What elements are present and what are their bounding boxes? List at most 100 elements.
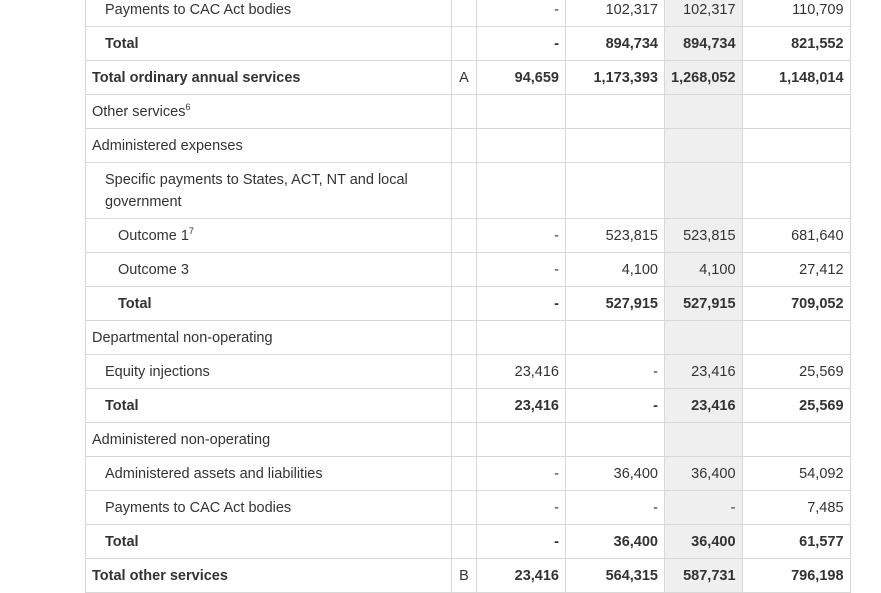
- value-cell-c2: -: [476, 286, 566, 321]
- row-label: Outcome 3: [118, 261, 189, 278]
- table-row: Total -527,915 527,915 709,052: [85, 286, 851, 321]
- note-cell: [451, 320, 477, 355]
- value-cell-c4: 102,317: [664, 0, 743, 27]
- note-cell: B: [451, 558, 477, 593]
- value-cell-c5: 7,485: [741, 490, 851, 525]
- value-cell-c2: [476, 162, 566, 219]
- note-cell: [451, 490, 477, 525]
- footnote-marker: 6: [185, 101, 191, 112]
- row-label-cell: Total: [85, 388, 452, 423]
- row-label-cell: Administered non-operating: [85, 422, 452, 457]
- row-label-cell: Departmental non-operating: [85, 320, 452, 355]
- value-cell-c4: [664, 94, 743, 129]
- row-label-cell: Total: [85, 26, 452, 61]
- row-label: Administered expenses: [92, 137, 243, 154]
- row-label-cell: Administered expenses: [85, 128, 452, 163]
- value-cell-c4: -: [664, 490, 743, 525]
- value-cell-c2: -: [476, 218, 566, 253]
- row-label-cell: Total ordinary annual services: [85, 60, 452, 95]
- table-row: Outcome 17-523,815 523,815 681,640: [85, 218, 851, 253]
- table-row: Total ordinary annual services A 94,659 1,1…: [85, 60, 851, 95]
- row-label: Administered non-operating: [92, 431, 271, 448]
- value-cell-c3: 564,315: [565, 558, 665, 593]
- note-cell: [451, 94, 477, 129]
- value-cell-c4: 23,416: [664, 354, 743, 389]
- row-label-cell: Total: [85, 524, 452, 559]
- value-cell-c2: [476, 320, 566, 355]
- value-cell-c2: -: [476, 26, 566, 61]
- value-cell-c5: 27,412: [741, 252, 851, 287]
- value-cell-c4: [664, 162, 743, 219]
- row-label: Total: [105, 35, 139, 52]
- row-label-cell: Other services6: [85, 94, 452, 129]
- value-cell-c5: [741, 94, 851, 129]
- value-cell-c3: [565, 94, 665, 129]
- table-row: Departmental non-operating: [85, 320, 851, 355]
- row-label: Equity injections: [105, 363, 210, 380]
- value-cell-c5: 54,092: [741, 456, 851, 491]
- value-cell-c2: -: [476, 0, 566, 27]
- row-label-cell: Administered assets and liabilities: [85, 456, 452, 491]
- value-cell-c3: -: [565, 388, 665, 423]
- row-label-cell: Payments to CAC Act bodies: [85, 0, 452, 27]
- value-cell-c4: 1,268,052: [664, 60, 743, 95]
- value-cell-c5: [741, 128, 851, 163]
- value-cell-c5: 25,569: [741, 388, 851, 423]
- note-cell: [451, 26, 477, 61]
- footnote-marker: 7: [188, 225, 194, 236]
- row-label: Departmental non-operating: [92, 329, 273, 346]
- value-cell-c4: 894,734: [664, 26, 743, 61]
- row-label-cell: Outcome 17: [85, 218, 452, 253]
- row-label: Total: [118, 295, 152, 312]
- value-cell-c3: [565, 128, 665, 163]
- value-cell-c5: [741, 422, 851, 457]
- value-cell-c2: -: [476, 252, 566, 287]
- value-cell-c2: 23,416: [476, 354, 566, 389]
- value-cell-c3: 527,915: [565, 286, 665, 321]
- note-cell: A: [451, 60, 477, 95]
- table-row: Administered expenses: [85, 128, 851, 163]
- value-cell-c4: 4,100: [664, 252, 743, 287]
- row-label: Total: [105, 533, 139, 550]
- value-cell-c2: -: [476, 524, 566, 559]
- row-label-cell: Equity injections: [85, 354, 452, 389]
- value-cell-c2: 94,659: [476, 60, 566, 95]
- value-cell-c3: 894,734: [565, 26, 665, 61]
- note-cell: [451, 286, 477, 321]
- value-cell-c2: 23,416: [476, 558, 566, 593]
- table-row: Payments to CAC Act bodies -102,317 102,31…: [85, 0, 851, 27]
- row-label: Administered assets and liabilities: [105, 465, 323, 482]
- value-cell-c3: [565, 320, 665, 355]
- note-cell: [451, 252, 477, 287]
- value-cell-c5: 821,552: [741, 26, 851, 61]
- row-label-cell: Specific payments to States, ACT, NT and…: [85, 162, 452, 219]
- table-row: Administered assets and liabilities - 36,4…: [85, 456, 851, 491]
- value-cell-c2: -: [476, 456, 566, 491]
- table-row: Outcome 3-4,100 4,100 27,412: [85, 252, 851, 287]
- row-label: Payments to CAC Act bodies: [105, 499, 292, 516]
- value-cell-c3: 523,815: [565, 218, 665, 253]
- row-label: Payments to CAC Act bodies: [105, 1, 292, 18]
- note-cell: [451, 0, 477, 27]
- value-cell-c4: 527,915: [664, 286, 743, 321]
- value-cell-c2: -: [476, 490, 566, 525]
- note-cell: [451, 354, 477, 389]
- row-label-cell: Total: [85, 286, 452, 321]
- value-cell-c5: 110,709: [741, 0, 851, 27]
- table-row: Payments to CAC Act bodies - - -7,485: [85, 490, 851, 525]
- value-cell-c4: 36,400: [664, 456, 743, 491]
- value-cell-c5: [741, 162, 851, 219]
- table-row: Total -36,400 36,400 61,577: [85, 524, 851, 559]
- value-cell-c5: 709,052: [741, 286, 851, 321]
- value-cell-c5: [741, 320, 851, 355]
- value-cell-c5: 1,148,014: [741, 60, 851, 95]
- value-cell-c4: 587,731: [664, 558, 743, 593]
- table-row: Specific payments to States, ACT, NT and…: [85, 162, 851, 219]
- value-cell-c4: 36,400: [664, 524, 743, 559]
- table-row: Administered non-operating: [85, 422, 851, 457]
- value-cell-c3: 4,100: [565, 252, 665, 287]
- value-cell-c2: [476, 128, 566, 163]
- row-label: Outcome 1: [118, 227, 189, 244]
- row-label-cell: Outcome 3: [85, 252, 452, 287]
- value-cell-c4: [664, 422, 743, 457]
